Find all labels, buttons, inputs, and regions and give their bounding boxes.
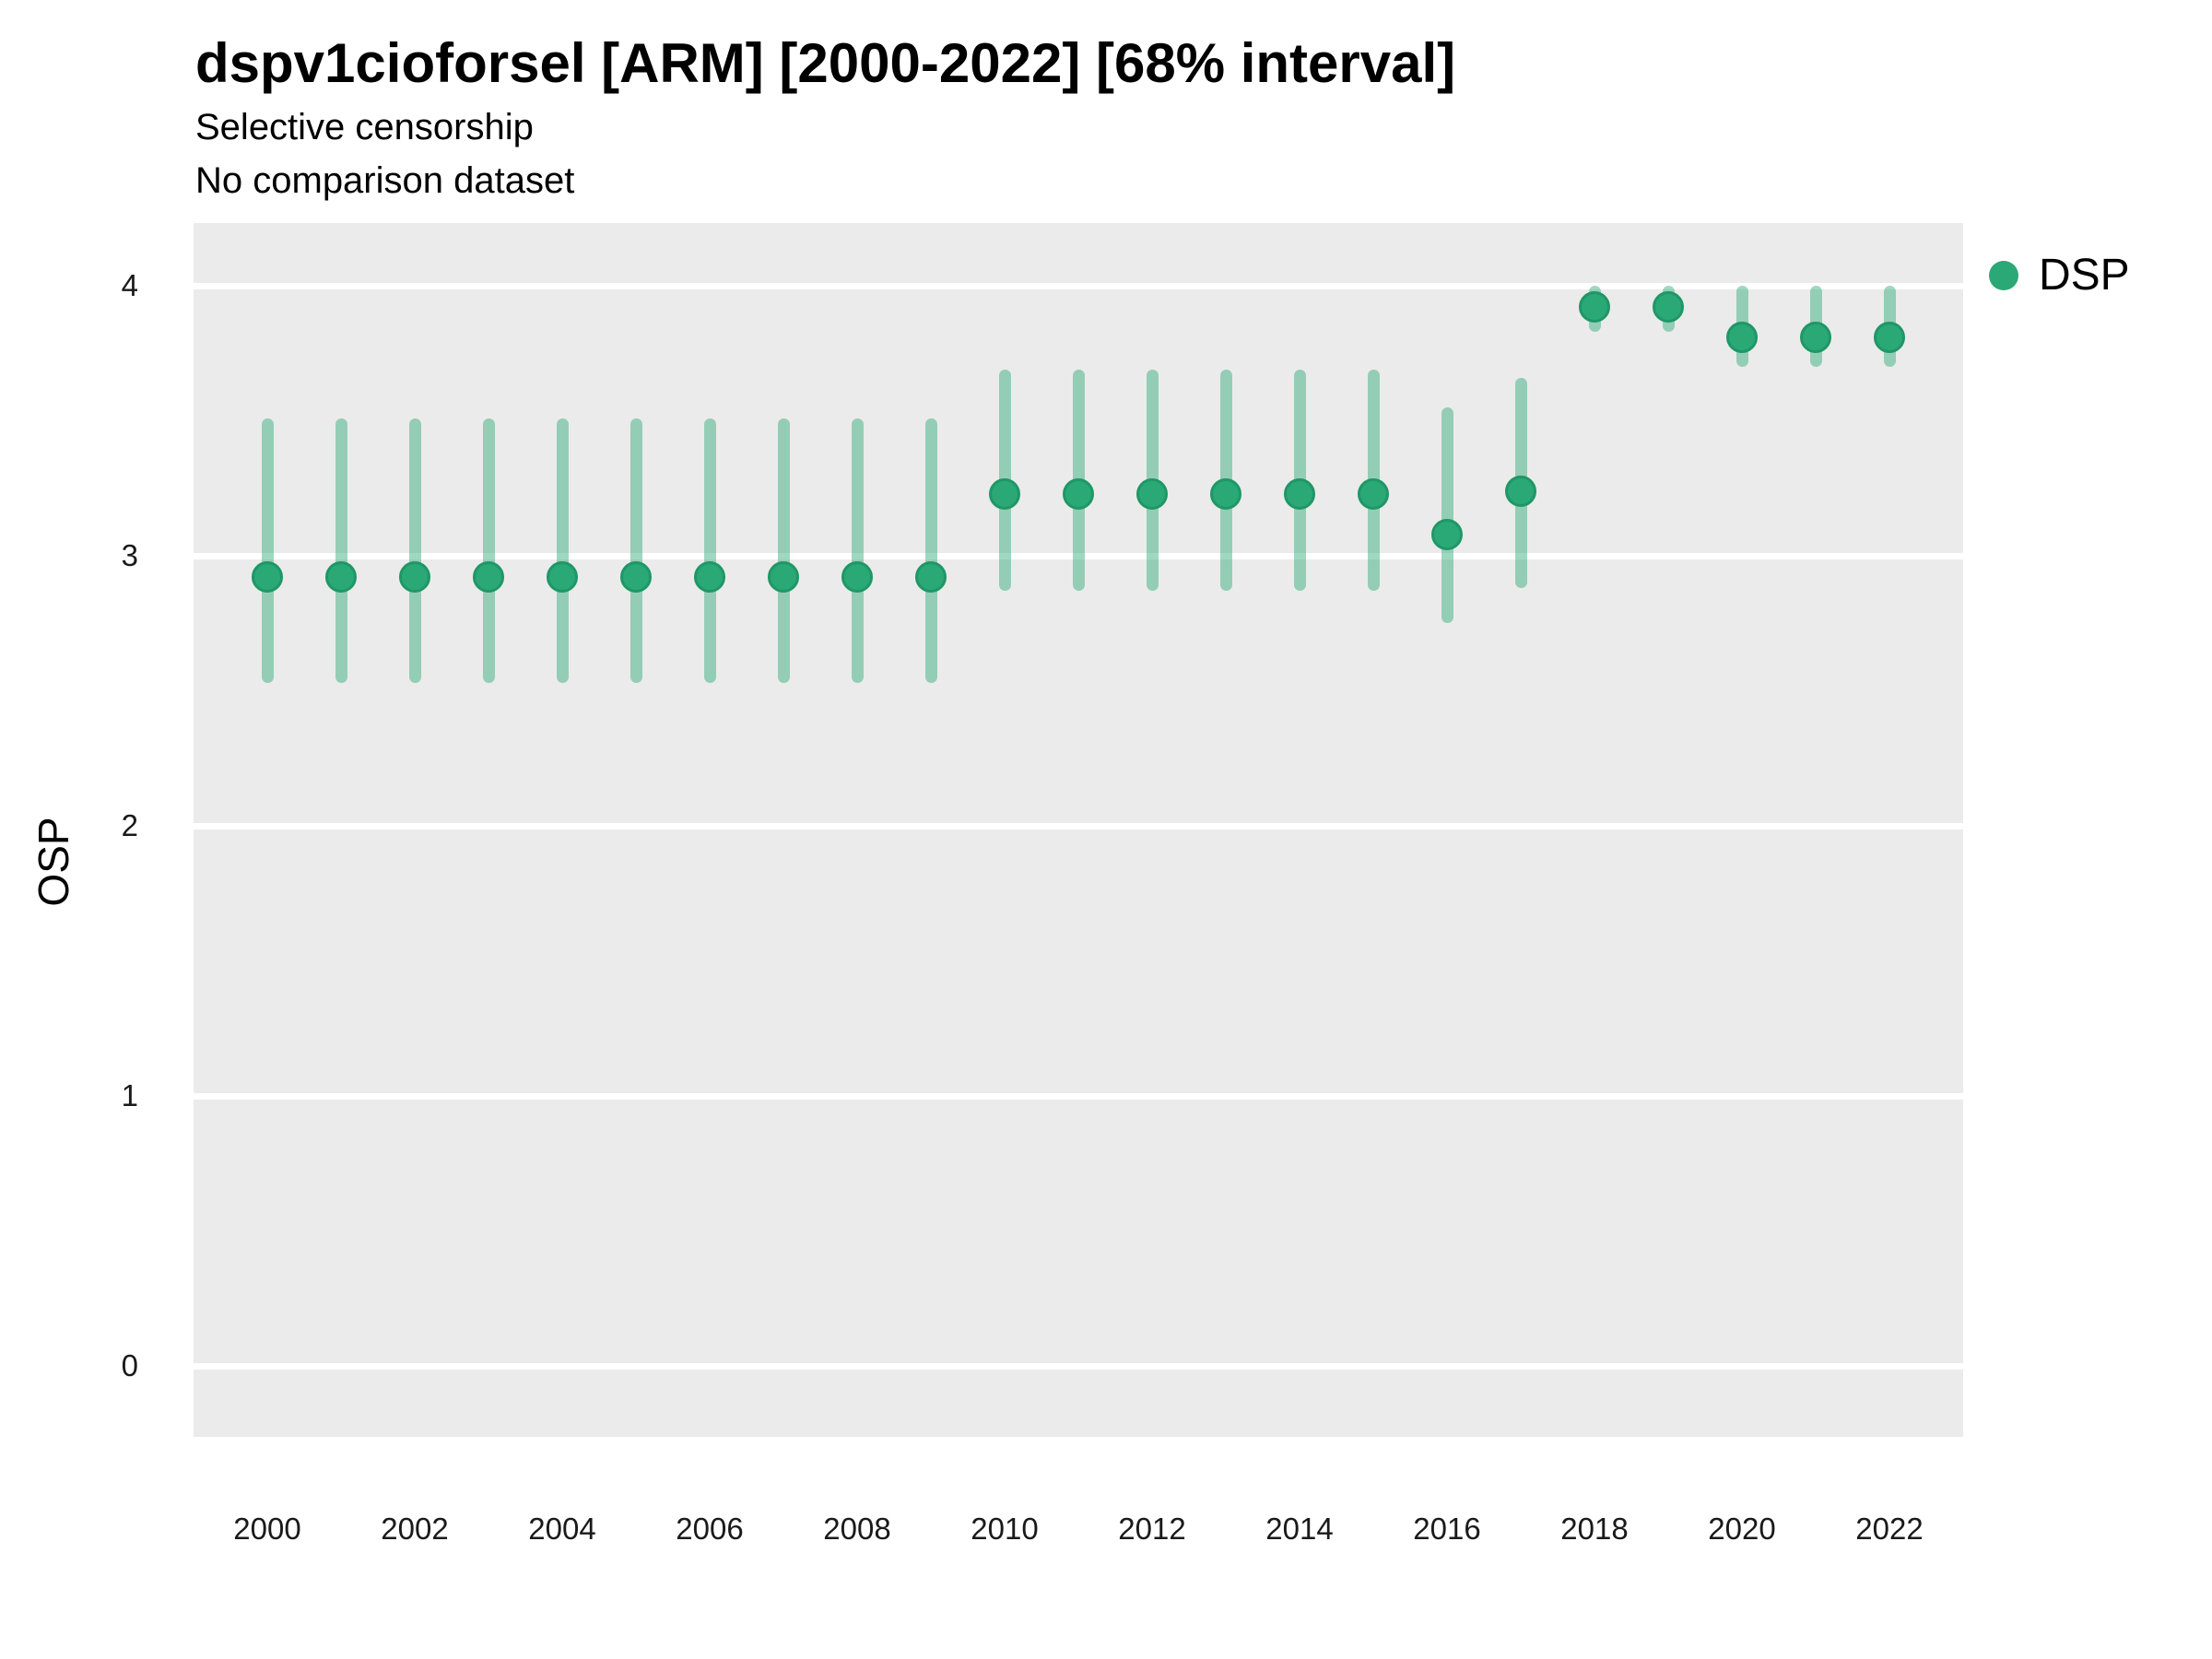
x-tick-label-2002: 2002 [381, 1512, 449, 1546]
x-tick-label-2016: 2016 [1413, 1512, 1481, 1546]
interval-bar-2007 [777, 418, 790, 683]
x-tick-label-2004: 2004 [528, 1512, 596, 1546]
interval-bar-2003 [482, 418, 495, 683]
point-estimate-2020 [1726, 321, 1758, 353]
legend-point-icon [1989, 261, 2018, 290]
point-estimate-2002 [399, 561, 430, 594]
point-estimate-2011 [1063, 477, 1094, 510]
interval-bar-2001 [335, 418, 347, 683]
y-tick-label-3: 3 [121, 538, 138, 572]
gridline-y-4 [194, 282, 1963, 289]
x-tick-label-2012: 2012 [1118, 1512, 1186, 1546]
interval-bar-2008 [851, 418, 864, 683]
point-estimate-2014 [1284, 477, 1315, 510]
interval-bar-2000 [261, 418, 274, 683]
x-tick-label-2018: 2018 [1560, 1512, 1629, 1546]
x-tick-label-2000: 2000 [233, 1512, 301, 1546]
point-estimate-2009 [915, 561, 947, 594]
point-estimate-2018 [1579, 291, 1610, 324]
y-tick-label-0: 0 [121, 1348, 138, 1382]
point-estimate-2001 [325, 561, 357, 594]
point-estimate-2003 [473, 561, 504, 594]
point-estimate-2017 [1505, 475, 1536, 507]
point-estimate-2021 [1800, 321, 1831, 353]
point-estimate-2022 [1874, 321, 1905, 353]
point-estimate-2010 [989, 477, 1020, 510]
point-estimate-2012 [1136, 477, 1168, 510]
point-estimate-2015 [1358, 477, 1389, 510]
point-estimate-2000 [252, 561, 283, 594]
x-tick-label-2006: 2006 [676, 1512, 744, 1546]
point-estimate-2007 [768, 561, 799, 594]
chart-title: dspv1cioforsel [ARM] [2000-2022] [68% in… [195, 32, 1456, 94]
gridline-y-0 [194, 1362, 1963, 1370]
gridline-y-1 [194, 1092, 1963, 1100]
chart-subtitle-2: No comparison dataset [195, 160, 575, 201]
interval-bar-2005 [629, 418, 642, 683]
interval-bar-2002 [408, 418, 421, 683]
point-estimate-2013 [1210, 477, 1241, 510]
legend-label: DSP [2039, 251, 2130, 300]
x-tick-label-2014: 2014 [1265, 1512, 1334, 1546]
x-tick-label-2008: 2008 [823, 1512, 891, 1546]
gridline-y-3 [194, 552, 1963, 559]
point-estimate-2004 [547, 561, 578, 594]
x-tick-label-2020: 2020 [1708, 1512, 1776, 1546]
plot-panel [194, 223, 1963, 1437]
x-tick-label-2010: 2010 [971, 1512, 1039, 1546]
point-estimate-2016 [1431, 518, 1463, 550]
y-tick-label-1: 1 [121, 1078, 138, 1112]
point-estimate-2019 [1653, 291, 1684, 324]
legend: DSP [1989, 250, 2130, 301]
interval-bar-2006 [703, 418, 716, 683]
y-tick-label-2: 2 [121, 808, 138, 842]
chart-subtitle-1: Selective censorship [195, 107, 534, 147]
gridline-y-2 [194, 822, 1963, 830]
interval-bar-2016 [1441, 406, 1453, 624]
interval-bar-2009 [924, 418, 937, 683]
x-tick-label-2022: 2022 [1855, 1512, 1924, 1546]
interval-bar-2004 [556, 418, 569, 683]
point-estimate-2006 [694, 561, 725, 594]
y-tick-label-4: 4 [121, 268, 138, 302]
point-estimate-2005 [620, 561, 652, 594]
point-estimate-2008 [841, 561, 873, 594]
